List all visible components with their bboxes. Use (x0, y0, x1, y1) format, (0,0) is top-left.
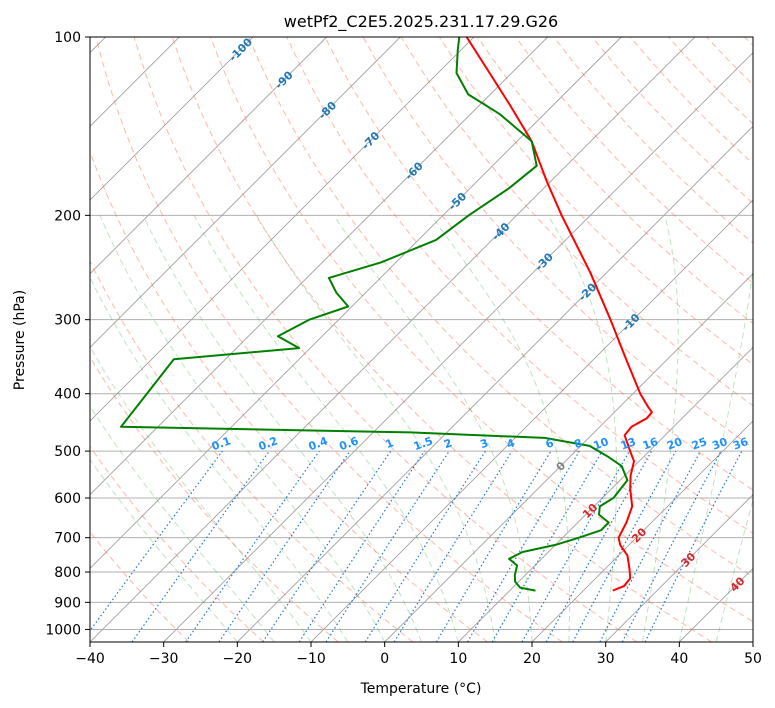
mixing-ratio-label: 25 (690, 435, 709, 452)
moist-adiabat-line (547, 215, 617, 642)
y-tick-label: 1000 (45, 622, 81, 638)
temperature-profile-line (465, 37, 653, 592)
moist-adiabat-line (430, 215, 571, 642)
x-tick-label: 10 (449, 651, 467, 667)
isotherm-line (90, 37, 328, 275)
moist-adiabat-line (90, 458, 238, 642)
mixing-ratio-line (218, 450, 351, 642)
y-axis-label: Pressure (hPa) (12, 290, 28, 390)
moist-adiabat-line (642, 215, 679, 642)
mixing-ratio-label: 8 (572, 436, 584, 451)
isotherm-line (384, 273, 753, 642)
mixing-ratio-label: 2 (442, 436, 454, 451)
background-lines (90, 37, 753, 642)
y-tick-label: 800 (54, 565, 81, 581)
y-tick-label: 600 (54, 491, 81, 507)
mixing-ratio-line (262, 450, 392, 642)
mixing-ratio-label: 10 (592, 435, 611, 453)
line-labels: 0.1 0.2 0.4 0.6 1 1.5 2 3 4 6 8 10 13 16 20 25 30 36-100-… (210, 35, 750, 594)
moist-adiabat-line (90, 345, 312, 642)
y-tick-label: 700 (54, 531, 81, 547)
mixing-ratio-label: 16 (641, 435, 660, 453)
isotherm-line (163, 52, 753, 642)
dry-adiabat-line (515, 37, 753, 284)
mixing-ratio-line (545, 450, 653, 642)
isotherm-line (605, 494, 753, 642)
isotherm-line (237, 125, 753, 642)
mixing-ratio-label: 0.4 (307, 434, 330, 453)
moist-adiabat-line (90, 405, 275, 642)
x-tick-label: 40 (670, 651, 688, 667)
x-tick-label: −30 (149, 651, 179, 667)
mixing-ratio-label: 6 (544, 436, 556, 451)
mixing-ratio-label: 13 (619, 435, 638, 452)
mixing-ratio-line (393, 450, 513, 642)
mixing-ratio-line (572, 450, 677, 642)
isotherm-line (458, 346, 753, 642)
dry-adiabat-line (95, 37, 563, 642)
moist-adiabat-line (333, 215, 533, 642)
mixing-ratio-line (185, 450, 320, 642)
mixing-ratio-line (298, 450, 425, 642)
moist-adiabat-line (678, 265, 753, 642)
isotherm-line (90, 37, 696, 642)
x-tick-label: −40 (75, 651, 105, 667)
moist-adiabat-line (99, 215, 386, 642)
mixing-ratio-label: 36 (731, 435, 750, 453)
mixing-ratio-label: 1.5 (412, 434, 435, 453)
x-axis-label: Temperature (°C) (360, 681, 482, 697)
dry-adiabat-line (90, 356, 339, 642)
mixing-ratio-label: 3 (478, 436, 490, 451)
profile-lines (120, 37, 653, 592)
mixing-ratio-label: 20 (665, 435, 684, 453)
x-tick-label: 50 (744, 651, 762, 667)
dry-adiabat-line (324, 37, 753, 491)
y-tick-label: 400 (54, 387, 81, 403)
x-tick-label: 20 (523, 651, 541, 667)
mixing-ratio-line (521, 450, 631, 642)
mixing-ratio-label: 0.1 (210, 434, 233, 453)
x-tick-label: −10 (296, 651, 326, 667)
mixing-ratio-label: 30 (710, 435, 729, 453)
dry-adiabat-line (171, 37, 712, 642)
chart-title: wetPf2_C2E5.2025.231.17.29.G26 (284, 12, 558, 32)
y-tick-label: 200 (54, 208, 81, 224)
moist-adiabat-line (193, 215, 459, 642)
isotherm-line (90, 37, 254, 201)
isotherm-line (90, 37, 475, 422)
dewpoint-profile-line (120, 37, 629, 592)
mixing-ratio-line (325, 450, 450, 642)
dry-adiabat-line (90, 445, 264, 642)
dry-adiabat-line (210, 37, 753, 623)
isotherm-line (531, 420, 753, 642)
x-axis-ticks: −40 −30 −20 −10 0 10 20 30 40 50 (75, 642, 762, 667)
dry-adiabat-line (90, 259, 414, 642)
mixing-ratio-label: 4 (505, 436, 517, 451)
isotherm-line (90, 37, 622, 569)
mixing-ratio-line (644, 450, 743, 642)
x-tick-label: 30 (597, 651, 615, 667)
moist-adiabat-line (142, 215, 422, 642)
y-tick-label: 100 (54, 30, 81, 46)
isotherm-line (90, 37, 549, 496)
mixing-ratio-line (131, 450, 270, 642)
mixing-ratio-label: 1 (384, 436, 396, 451)
plot-frame (89, 36, 754, 643)
x-tick-label: −20 (223, 651, 253, 667)
y-tick-label: 900 (54, 595, 81, 611)
dry-adiabat-line (286, 37, 753, 534)
y-tick-label: 500 (54, 444, 81, 460)
mixing-ratio-label: 0.2 (257, 434, 280, 453)
y-axis-ticks: 100 200 300 400 500 600 700 800 900 1000 (45, 30, 90, 638)
dry-adiabat-line (133, 37, 638, 642)
isotherm-line (310, 199, 753, 642)
y-tick-label: 300 (54, 313, 81, 329)
mixing-ratio-line (90, 450, 223, 632)
mixing-ratio-label: 0.6 (338, 434, 361, 453)
x-tick-label: 0 (380, 651, 389, 667)
isotherm-line (90, 37, 401, 348)
